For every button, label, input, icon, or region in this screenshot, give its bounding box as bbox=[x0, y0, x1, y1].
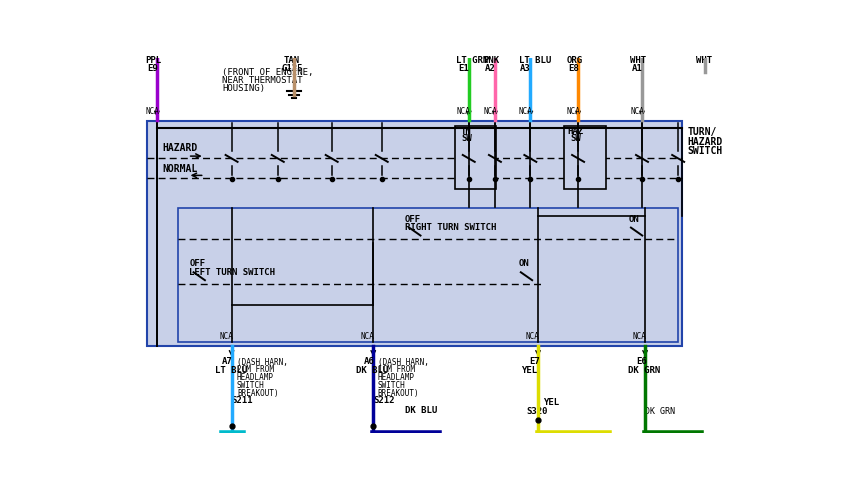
Text: (FRONT OF ENGINE,: (FRONT OF ENGINE, bbox=[223, 68, 314, 77]
Text: 2CM FROM: 2CM FROM bbox=[237, 365, 274, 375]
Text: TN: TN bbox=[461, 127, 472, 136]
Text: HEADLAMP: HEADLAMP bbox=[378, 373, 415, 382]
Text: OFF: OFF bbox=[405, 214, 421, 224]
Text: A1: A1 bbox=[632, 64, 643, 72]
Text: LT BLU: LT BLU bbox=[518, 56, 551, 65]
Text: LT GRN: LT GRN bbox=[456, 56, 489, 65]
Text: A3: A3 bbox=[520, 64, 531, 72]
Text: WHT: WHT bbox=[696, 56, 712, 65]
Text: SW: SW bbox=[461, 135, 472, 143]
Text: E1: E1 bbox=[458, 64, 468, 72]
Text: E8: E8 bbox=[568, 64, 579, 72]
Text: PNK: PNK bbox=[484, 56, 500, 65]
Bar bbox=[564, 126, 606, 189]
Text: G125: G125 bbox=[281, 64, 303, 72]
Text: ON: ON bbox=[518, 259, 530, 268]
Text: A6: A6 bbox=[364, 357, 375, 366]
Text: SWITCH: SWITCH bbox=[237, 381, 264, 390]
Text: (DASH HARN,: (DASH HARN, bbox=[237, 358, 288, 367]
Text: SWITCH: SWITCH bbox=[688, 146, 722, 156]
Text: WHT: WHT bbox=[631, 56, 647, 65]
Text: S211: S211 bbox=[231, 396, 253, 405]
Bar bbox=[147, 122, 682, 346]
Text: A7: A7 bbox=[223, 357, 233, 366]
Text: LEFT TURN SWITCH: LEFT TURN SWITCH bbox=[190, 268, 275, 277]
Text: SWITCH: SWITCH bbox=[378, 381, 405, 390]
Text: BREAKOUT): BREAKOUT) bbox=[378, 389, 420, 398]
Text: A2: A2 bbox=[484, 64, 496, 72]
Text: HOUSING): HOUSING) bbox=[223, 84, 265, 93]
Text: S212: S212 bbox=[373, 396, 394, 405]
Text: NCA: NCA bbox=[632, 332, 647, 341]
Text: ORG: ORG bbox=[566, 56, 582, 65]
Text: RIGHT TURN SWITCH: RIGHT TURN SWITCH bbox=[405, 223, 496, 232]
Text: HAZ: HAZ bbox=[567, 127, 583, 136]
Text: TURN/: TURN/ bbox=[688, 127, 717, 138]
Text: HAZARD: HAZARD bbox=[162, 143, 197, 153]
Text: NCA: NCA bbox=[456, 107, 470, 116]
Text: NCA: NCA bbox=[145, 107, 159, 116]
Text: E9: E9 bbox=[147, 64, 157, 72]
Text: PPL: PPL bbox=[145, 56, 162, 65]
Text: LT BLU: LT BLU bbox=[215, 366, 246, 375]
Text: HAZARD: HAZARD bbox=[688, 137, 722, 147]
Text: OFF: OFF bbox=[190, 259, 206, 268]
Text: DK BLU: DK BLU bbox=[356, 366, 388, 375]
Text: NCA: NCA bbox=[219, 332, 233, 341]
Text: (DASH HARN,: (DASH HARN, bbox=[378, 358, 428, 367]
Text: E7: E7 bbox=[529, 357, 540, 366]
Text: HEADLAMP: HEADLAMP bbox=[237, 373, 274, 382]
Text: YEL: YEL bbox=[543, 398, 559, 407]
Text: ON: ON bbox=[629, 214, 640, 224]
Text: DK BLU: DK BLU bbox=[405, 405, 437, 415]
Text: NCA: NCA bbox=[484, 107, 497, 116]
Bar bbox=[178, 208, 678, 342]
Text: DK GRN: DK GRN bbox=[645, 407, 675, 416]
Text: NORMAL: NORMAL bbox=[162, 163, 197, 174]
Text: DK GRN: DK GRN bbox=[628, 366, 660, 375]
Text: SW: SW bbox=[570, 135, 581, 143]
Text: BREAKOUT): BREAKOUT) bbox=[237, 389, 279, 398]
Text: TAN: TAN bbox=[283, 56, 299, 65]
Text: NCA: NCA bbox=[525, 332, 540, 341]
Text: NCA: NCA bbox=[518, 107, 533, 116]
Text: NCA: NCA bbox=[361, 332, 375, 341]
Text: NCA: NCA bbox=[631, 107, 644, 116]
Bar bbox=[455, 126, 496, 189]
Text: E6: E6 bbox=[636, 357, 647, 366]
Text: NCA: NCA bbox=[566, 107, 581, 116]
Text: 1CM FROM: 1CM FROM bbox=[378, 365, 415, 375]
Text: YEL: YEL bbox=[521, 366, 537, 375]
Text: S320: S320 bbox=[526, 407, 548, 416]
Text: NEAR THERMOSTAT: NEAR THERMOSTAT bbox=[223, 76, 303, 85]
